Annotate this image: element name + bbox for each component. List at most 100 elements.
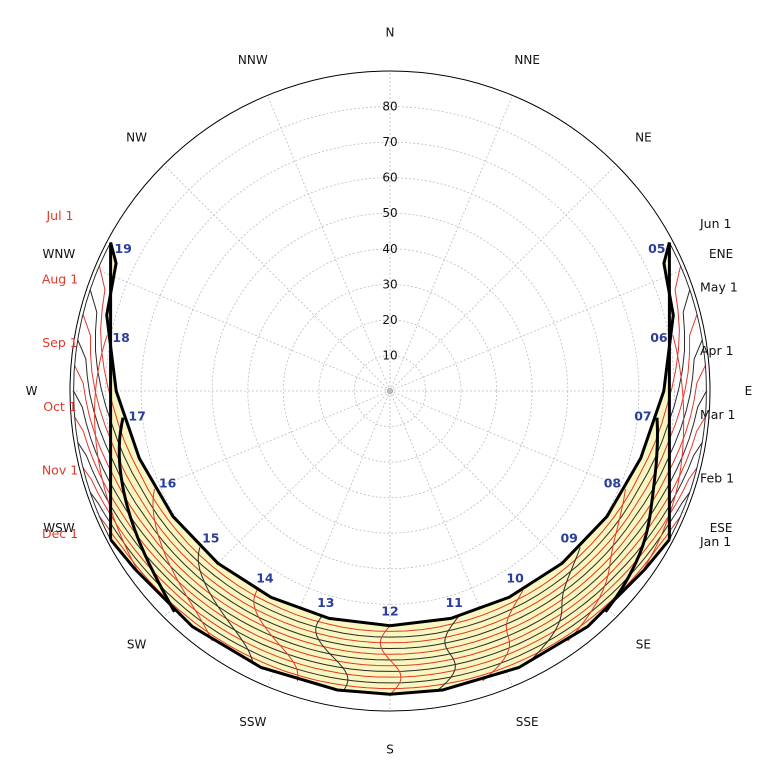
hour-label: 13: [317, 595, 334, 610]
hour-label: 05: [648, 241, 665, 256]
hour-path-18: [93, 335, 142, 578]
grid-spoke: [389, 390, 513, 687]
grid-spoke: [94, 268, 391, 392]
hour-label: 14: [256, 570, 274, 585]
grid-ring-40: [247, 248, 533, 534]
sun-path-lines: [73, 242, 707, 695]
compass-label: NNE: [514, 53, 540, 67]
grid-ring-30: [282, 283, 498, 499]
outline-june-path: [105, 242, 675, 628]
day-path-line: [82, 314, 698, 644]
hour-path-11: [436, 616, 459, 692]
compass-label: NW: [126, 131, 147, 145]
hour-label: 15: [202, 530, 219, 545]
hour-label: 11: [445, 595, 462, 610]
hour-label: 18: [112, 330, 129, 345]
day-path-line: [74, 416, 706, 667]
day-path-line: [82, 467, 698, 678]
compass-label: SSW: [239, 715, 266, 729]
hour-path-15: [197, 547, 254, 665]
chart-labels: N NNE NE ENE E ESE SE SSE S SSW SW WSW W WNW NW NNW 10 20…: [26, 26, 753, 757]
outline-december-path: [109, 538, 671, 696]
month-label-right: Jan 1: [699, 534, 731, 549]
hour-label: 17: [128, 408, 145, 423]
month-label-right: Mar 1: [700, 407, 736, 422]
grid-spoke: [94, 390, 391, 514]
compass-label: SE: [636, 637, 651, 651]
month-label-right: May 1: [700, 280, 738, 295]
hour-label: 06: [650, 330, 668, 345]
hour-label: 16: [159, 475, 177, 490]
compass-label: E: [745, 384, 753, 398]
compass-label: WNW: [43, 247, 76, 261]
hour-path-16: [152, 488, 213, 642]
month-label-left: Oct 1: [43, 399, 77, 414]
hour-path-14: [253, 590, 299, 681]
ring-label: 70: [382, 135, 397, 149]
ring-label: 40: [382, 242, 397, 256]
grid-spoke: [389, 95, 513, 392]
month-label-right: Jun 1: [699, 216, 731, 231]
hour-path-13: [315, 616, 349, 692]
ring-label: 60: [382, 171, 397, 185]
hour-label: 10: [506, 570, 524, 585]
month-label-right: Feb 1: [700, 470, 734, 485]
month-label-right: Apr 1: [700, 343, 734, 358]
ring-label: 80: [382, 100, 397, 114]
day-path-line: [98, 265, 682, 632]
hour-path-19: [73, 242, 112, 540]
hour-path-10: [482, 590, 524, 682]
day-path-line: [89, 492, 691, 684]
grid-spoke: [163, 164, 391, 392]
day-path-line: [99, 516, 681, 690]
ring-label: 50: [382, 206, 397, 220]
hour-label: 19: [114, 241, 131, 256]
month-label-left: Jul 1: [45, 208, 73, 223]
hour-label: 09: [560, 530, 577, 545]
compass-label: N: [386, 26, 395, 40]
grid-spoke: [389, 268, 686, 392]
grid-spoke: [267, 95, 391, 392]
month-label-left: Dec 1: [42, 526, 78, 541]
zenith-marker: [387, 388, 393, 394]
day-path-line: [89, 289, 691, 638]
compass-label: SW: [127, 637, 147, 651]
grid-ring-10: [353, 354, 426, 427]
compass-label: ENE: [709, 247, 733, 261]
hour-path-12: [379, 625, 402, 695]
hour-path-17: [117, 417, 176, 613]
compass-label: NE: [635, 131, 652, 145]
hour-path-08: [567, 488, 626, 642]
compass-label: SSE: [516, 715, 539, 729]
grid-spoke: [389, 164, 617, 392]
compass-label: W: [26, 384, 38, 398]
grid-spoke: [389, 390, 686, 514]
day-path-line: [77, 339, 703, 650]
grid-spoke: [389, 390, 617, 618]
month-label-left: Sep 1: [42, 335, 78, 350]
hour-path-07: [604, 417, 660, 613]
polar-grid: [69, 70, 711, 712]
hour-label: 12: [381, 603, 398, 618]
ring-label: 30: [382, 277, 397, 291]
ring-label: 20: [382, 313, 397, 327]
grid-spoke: [267, 390, 391, 687]
compass-label: NNW: [238, 53, 268, 67]
month-label-left: Aug 1: [42, 272, 78, 287]
sun-path-outline: [105, 242, 675, 696]
hour-label: 07: [634, 408, 651, 423]
grid-spoke: [163, 390, 391, 618]
day-path-line: [77, 442, 703, 672]
compass-label: WSW: [43, 521, 74, 535]
grid-ring-20: [318, 319, 462, 463]
month-label-left: Nov 1: [42, 462, 78, 477]
day-path-line: [74, 365, 706, 655]
hour-path-05: [668, 242, 707, 540]
hour-path-09: [526, 547, 581, 665]
hour-label: 08: [604, 475, 621, 490]
outer-horizon-circle: [69, 70, 711, 712]
ring-label: 10: [382, 348, 397, 362]
hour-path-06: [638, 335, 685, 578]
compass-label: ESE: [710, 521, 733, 535]
